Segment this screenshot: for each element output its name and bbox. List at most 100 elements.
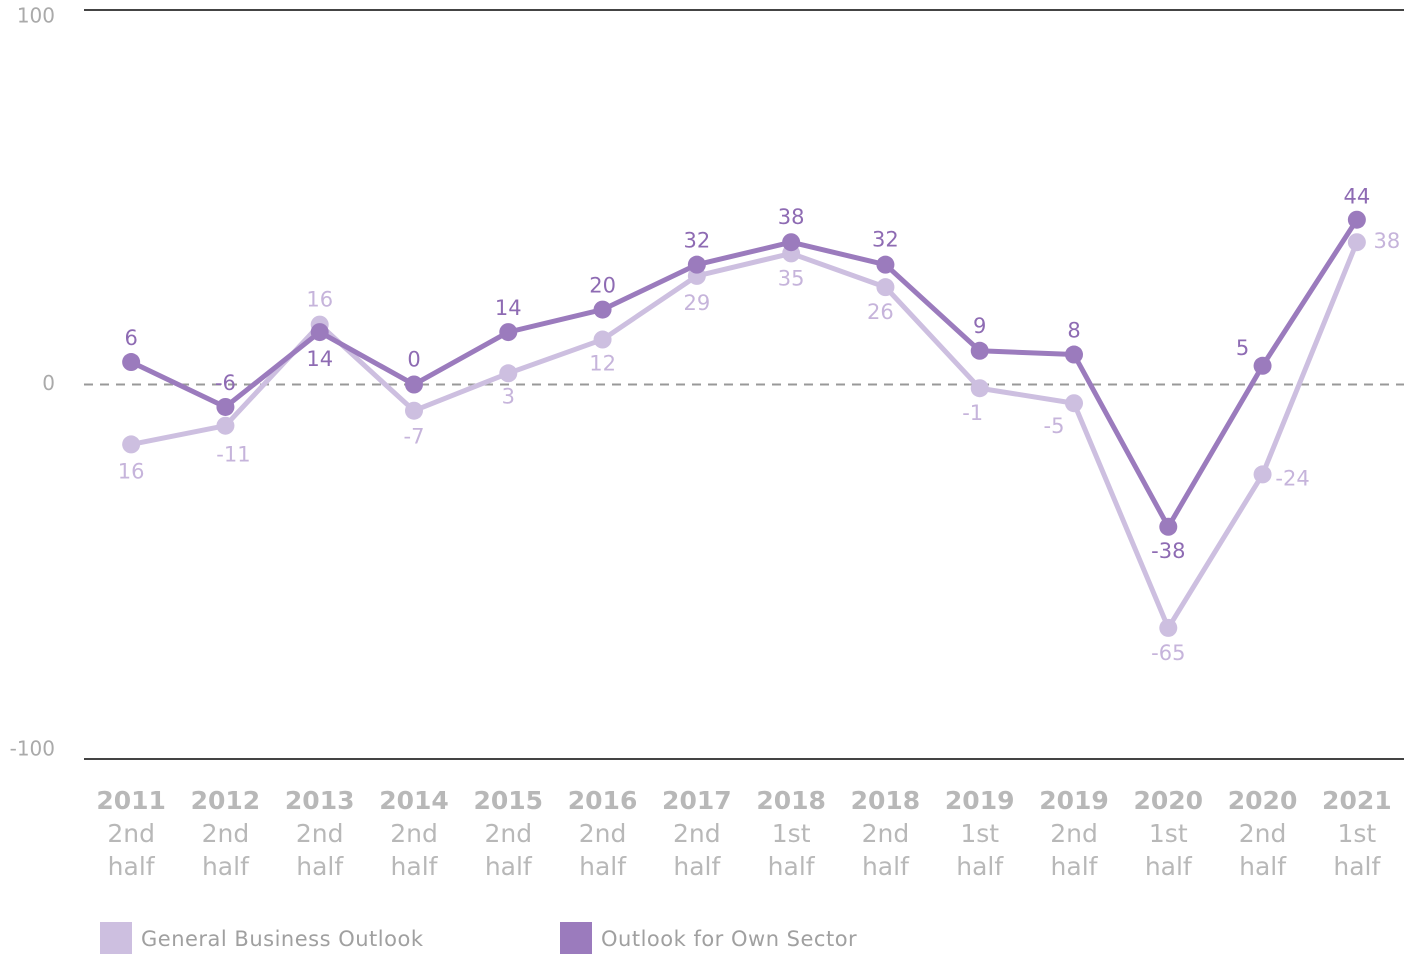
value-label: 38 <box>778 205 805 229</box>
x-tick-label: half <box>391 852 439 881</box>
x-tick-label: 2019 <box>1039 786 1109 815</box>
value-label: 14 <box>306 347 333 371</box>
x-tick-label: 2nd <box>1239 819 1287 848</box>
value-label: 3 <box>502 384 515 408</box>
point <box>1159 517 1178 536</box>
point <box>876 255 895 274</box>
x-tick-label: half <box>1145 852 1193 881</box>
x-tick-label: 2020 <box>1228 786 1298 815</box>
value-label: 8 <box>1067 319 1080 343</box>
x-tick-label: 2018 <box>756 786 826 815</box>
point <box>405 401 423 420</box>
value-label: 35 <box>778 266 805 290</box>
point <box>1347 233 1366 252</box>
x-tick-label: 2016 <box>568 786 638 815</box>
point <box>1253 356 1272 375</box>
y-tick-label: 0 <box>42 371 55 395</box>
value-label: -65 <box>1151 641 1185 665</box>
point <box>687 255 706 274</box>
x-tick-label: 1st <box>772 819 811 848</box>
x-tick-label: 2020 <box>1133 786 1203 815</box>
legend-swatch <box>100 922 132 954</box>
value-label: -11 <box>216 443 250 467</box>
x-tick-label: half <box>1239 852 1287 881</box>
value-label: 5 <box>1236 336 1249 360</box>
x-tick-label: 2011 <box>96 786 166 815</box>
x-tick-label: half <box>202 852 250 881</box>
point <box>499 323 518 342</box>
value-label: -6 <box>215 371 236 395</box>
legend-label: General Business Outlook <box>141 927 424 951</box>
value-label: 32 <box>872 228 899 252</box>
point <box>593 330 612 349</box>
x-tick-label: 2013 <box>285 786 355 815</box>
x-tick-label: half <box>485 852 533 881</box>
x-tick-label: 2018 <box>851 786 921 815</box>
point <box>970 341 989 360</box>
point <box>1253 465 1272 484</box>
line <box>130 218 1359 530</box>
x-tick-label: 2nd <box>390 819 438 848</box>
value-label: -38 <box>1151 539 1185 563</box>
value-label: 44 <box>1343 185 1370 209</box>
x-tick-label: 1st <box>1337 819 1376 848</box>
value-label: 26 <box>867 300 894 324</box>
point <box>1065 345 1083 364</box>
x-tick-label: 2nd <box>579 819 627 848</box>
value-label: 16 <box>306 288 333 312</box>
x-tick-label: 2nd <box>202 819 250 848</box>
x-tick-label: half <box>1333 852 1381 881</box>
point <box>970 379 989 398</box>
x-tick-label: 2nd <box>107 819 155 848</box>
value-label: 12 <box>589 352 616 376</box>
x-tick-label: 2nd <box>484 819 532 848</box>
x-tick-label: half <box>862 852 910 881</box>
x-tick-label: 1st <box>1149 819 1188 848</box>
value-label: 0 <box>407 348 420 372</box>
point <box>405 375 423 394</box>
x-tick-label: 2017 <box>662 786 732 815</box>
point <box>1347 210 1366 229</box>
point <box>122 435 141 454</box>
value-label: -5 <box>1044 414 1065 438</box>
value-label: 9 <box>973 314 986 338</box>
point <box>122 353 141 372</box>
x-tick-label: 2021 <box>1322 786 1392 815</box>
x-tick-label: half <box>108 852 156 881</box>
x-tick-label: 2019 <box>945 786 1015 815</box>
y-tick-label: -100 <box>10 737 55 761</box>
y-tick-label: 100 <box>17 4 55 28</box>
value-label: -24 <box>1275 466 1309 490</box>
x-tick-label: 2nd <box>1050 819 1098 848</box>
point <box>876 278 895 297</box>
point <box>782 233 801 252</box>
x-tick-label: 2nd <box>673 819 721 848</box>
value-label: -1 <box>962 401 983 425</box>
x-tick-label: half <box>1051 852 1099 881</box>
point <box>1159 618 1178 637</box>
point <box>1065 394 1083 413</box>
value-label: 32 <box>683 229 710 253</box>
value-label: 20 <box>589 274 616 298</box>
x-tick-label: half <box>579 852 627 881</box>
x-tick-label: half <box>673 852 721 881</box>
value-label: 16 <box>118 459 145 483</box>
point <box>216 397 235 416</box>
point <box>310 323 329 342</box>
x-tick-label: 1st <box>960 819 999 848</box>
legend-swatch <box>560 922 592 954</box>
x-tick-label: 2014 <box>379 786 449 815</box>
value-label: 38 <box>1373 229 1400 253</box>
value-label: 6 <box>124 326 137 350</box>
x-tick-label: half <box>956 852 1004 881</box>
value-label: -7 <box>404 425 425 449</box>
legend-label: Outlook for Own Sector <box>601 927 857 951</box>
x-tick-label: 2015 <box>473 786 543 815</box>
point <box>593 300 612 319</box>
x-tick-label: half <box>768 852 816 881</box>
x-tick-label: half <box>296 852 344 881</box>
value-label: 14 <box>495 296 522 320</box>
point <box>499 364 518 383</box>
x-tick-label: 2nd <box>296 819 344 848</box>
